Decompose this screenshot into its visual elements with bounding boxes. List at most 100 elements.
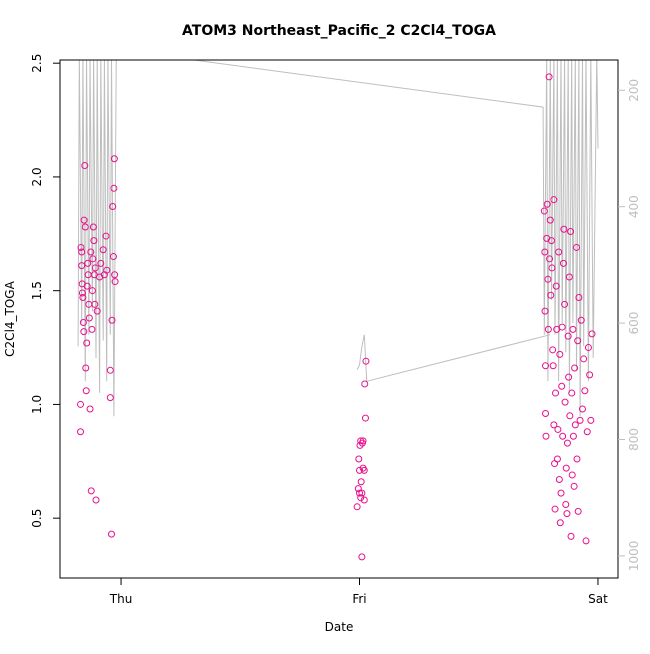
data-point bbox=[82, 364, 90, 372]
y-tick-label: 1.5 bbox=[30, 281, 44, 300]
plot-frame bbox=[59, 59, 619, 579]
data-point bbox=[577, 316, 585, 324]
y-tick-label: 1.0 bbox=[30, 395, 44, 414]
x-tick-label: Fri bbox=[352, 592, 366, 606]
data-point bbox=[556, 350, 564, 358]
data-point bbox=[361, 414, 369, 422]
chart-title: ATOM3 Northeast_Pacific_2 C2Cl4_TOGA bbox=[182, 23, 496, 39]
data-point bbox=[544, 325, 552, 333]
data-point bbox=[85, 314, 93, 322]
data-point bbox=[78, 289, 86, 297]
data-point bbox=[554, 425, 562, 433]
data-point bbox=[555, 248, 563, 256]
data-point bbox=[86, 405, 94, 413]
data-point bbox=[83, 339, 91, 347]
data-point bbox=[356, 489, 364, 497]
data-point bbox=[83, 282, 91, 290]
data-point bbox=[547, 237, 555, 245]
data-point bbox=[79, 319, 87, 327]
y-axis-label: C2Cl4_TOGA bbox=[3, 280, 17, 356]
data-point bbox=[110, 155, 118, 163]
data-point bbox=[99, 246, 107, 254]
data-point bbox=[544, 275, 552, 283]
data-point bbox=[87, 487, 95, 495]
y2-tick-label: 400 bbox=[627, 195, 641, 218]
data-point bbox=[571, 364, 579, 372]
data-point bbox=[356, 466, 364, 474]
data-point bbox=[570, 482, 578, 490]
data-point bbox=[357, 478, 365, 486]
data-point bbox=[552, 389, 560, 397]
data-point bbox=[111, 278, 119, 286]
y-tick-label: 2.5 bbox=[30, 54, 44, 73]
data-point bbox=[580, 355, 588, 363]
data-point bbox=[569, 432, 577, 440]
data-point bbox=[558, 382, 566, 390]
data-point bbox=[556, 519, 564, 527]
data-point bbox=[587, 416, 595, 424]
y-tick-label: 0.5 bbox=[30, 509, 44, 528]
data-point bbox=[77, 428, 85, 436]
data-point bbox=[357, 437, 365, 445]
data-point bbox=[77, 243, 85, 251]
data-point bbox=[78, 248, 86, 256]
data-point bbox=[559, 432, 567, 440]
data-point bbox=[581, 387, 589, 395]
data-point bbox=[362, 357, 370, 365]
point-layer bbox=[77, 73, 596, 561]
data-point bbox=[583, 428, 591, 436]
data-point bbox=[548, 264, 556, 272]
data-point bbox=[574, 507, 582, 515]
data-point bbox=[110, 184, 118, 192]
data-point bbox=[588, 330, 596, 338]
data-point bbox=[359, 437, 367, 445]
data-point bbox=[561, 398, 569, 406]
data-point bbox=[541, 307, 549, 315]
data-point bbox=[563, 510, 571, 518]
data-point bbox=[357, 494, 365, 502]
data-point bbox=[582, 537, 590, 545]
data-point bbox=[560, 225, 568, 233]
data-point bbox=[562, 501, 570, 509]
data-point bbox=[545, 73, 553, 81]
data-point bbox=[92, 496, 100, 504]
data-point bbox=[568, 389, 576, 397]
data-point bbox=[84, 259, 92, 267]
data-point bbox=[541, 248, 549, 256]
data-point bbox=[571, 421, 579, 429]
data-point bbox=[106, 366, 114, 374]
data-point bbox=[555, 475, 563, 483]
data-point bbox=[565, 373, 573, 381]
data-point bbox=[80, 216, 88, 224]
data-point bbox=[549, 346, 557, 354]
data-point bbox=[557, 489, 565, 497]
data-point bbox=[566, 412, 574, 420]
data-point bbox=[550, 196, 558, 204]
data-point bbox=[108, 316, 116, 324]
data-point bbox=[550, 421, 558, 429]
data-point bbox=[551, 505, 559, 513]
data-point bbox=[586, 371, 594, 379]
data-point bbox=[573, 243, 581, 251]
pressure-line bbox=[77, 60, 599, 417]
data-point bbox=[542, 362, 550, 370]
data-point bbox=[574, 337, 582, 345]
data-point bbox=[102, 232, 110, 240]
pressure-line bbox=[356, 334, 551, 382]
data-point bbox=[354, 485, 362, 493]
data-point bbox=[355, 455, 363, 463]
data-point bbox=[90, 237, 98, 245]
data-point bbox=[563, 439, 571, 447]
data-point bbox=[109, 203, 117, 211]
data-point bbox=[561, 300, 569, 308]
data-point bbox=[567, 228, 575, 236]
data-point bbox=[546, 216, 554, 224]
data-point bbox=[111, 271, 119, 279]
x-axis-label: Date bbox=[325, 620, 354, 634]
data-point bbox=[103, 266, 111, 274]
data-point bbox=[543, 200, 551, 208]
data-point bbox=[93, 307, 101, 315]
data-point bbox=[542, 410, 550, 418]
data-point bbox=[79, 294, 87, 302]
